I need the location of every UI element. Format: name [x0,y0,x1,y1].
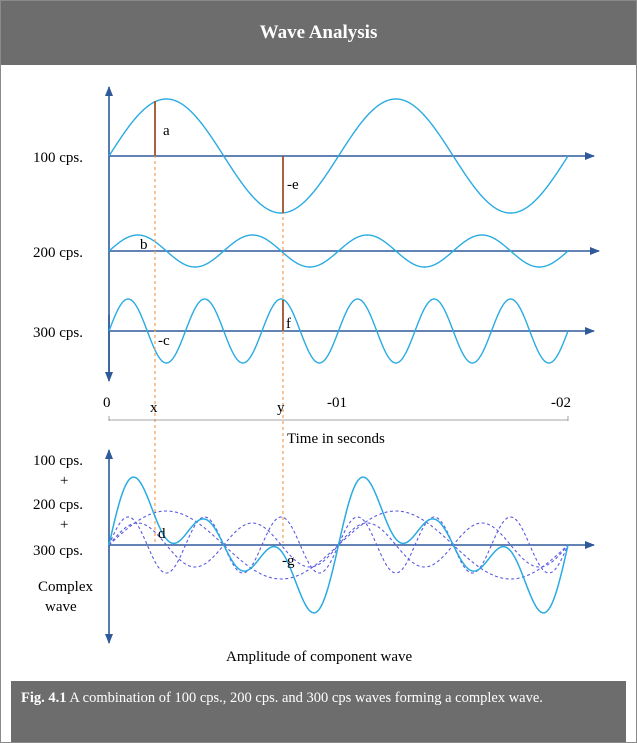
panel-title: Wave Analysis [1,1,636,65]
complex-label-line1: Complex [38,579,93,595]
component-dashed-300cps [108,516,569,574]
tick-02: -02 [551,395,571,411]
caption-text: A combination of 100 cps., 200 cps. and … [66,690,543,706]
complex-label-line2: wave [45,599,77,615]
tick-01: -01 [327,395,347,411]
figure-caption: Fig. 4.1 A combination of 100 cps., 200 … [11,681,626,742]
wave-300cps [108,298,569,364]
label-200cps: 200 cps. [33,245,83,261]
time-axis-label: Time in seconds [287,431,385,447]
point-f: f [286,316,291,332]
complex-wave [108,476,569,614]
tick-x: x [150,400,158,416]
amplitude-caption: Amplitude of component wave [226,649,413,665]
sum-label-300cps: 300 cps. [33,543,83,559]
point-g: -g [282,553,295,569]
wave-100cps [108,98,569,214]
sum-plus-1: + [60,473,68,489]
tick-0: 0 [103,395,111,411]
sum-plus-2: + [60,517,68,533]
tick-y: y [277,400,285,416]
wave-200cps [108,234,569,268]
caption-label: Fig. 4.1 [21,690,67,706]
label-300cps: 300 cps. [33,325,83,341]
sum-label-100cps: 100 cps. [33,453,83,469]
point-b: b [140,237,148,253]
point-c: -c [158,333,170,349]
label-100cps: 100 cps. [33,150,83,166]
wave-diagram: 100 cps. 200 cps. 300 cps. a -e b -c f 0… [33,86,600,665]
component-dashed-100cps [108,510,569,580]
sum-label-200cps: 200 cps. [33,497,83,513]
point-e: -e [287,177,299,193]
point-d: d [158,526,166,542]
point-a: a [163,123,170,139]
